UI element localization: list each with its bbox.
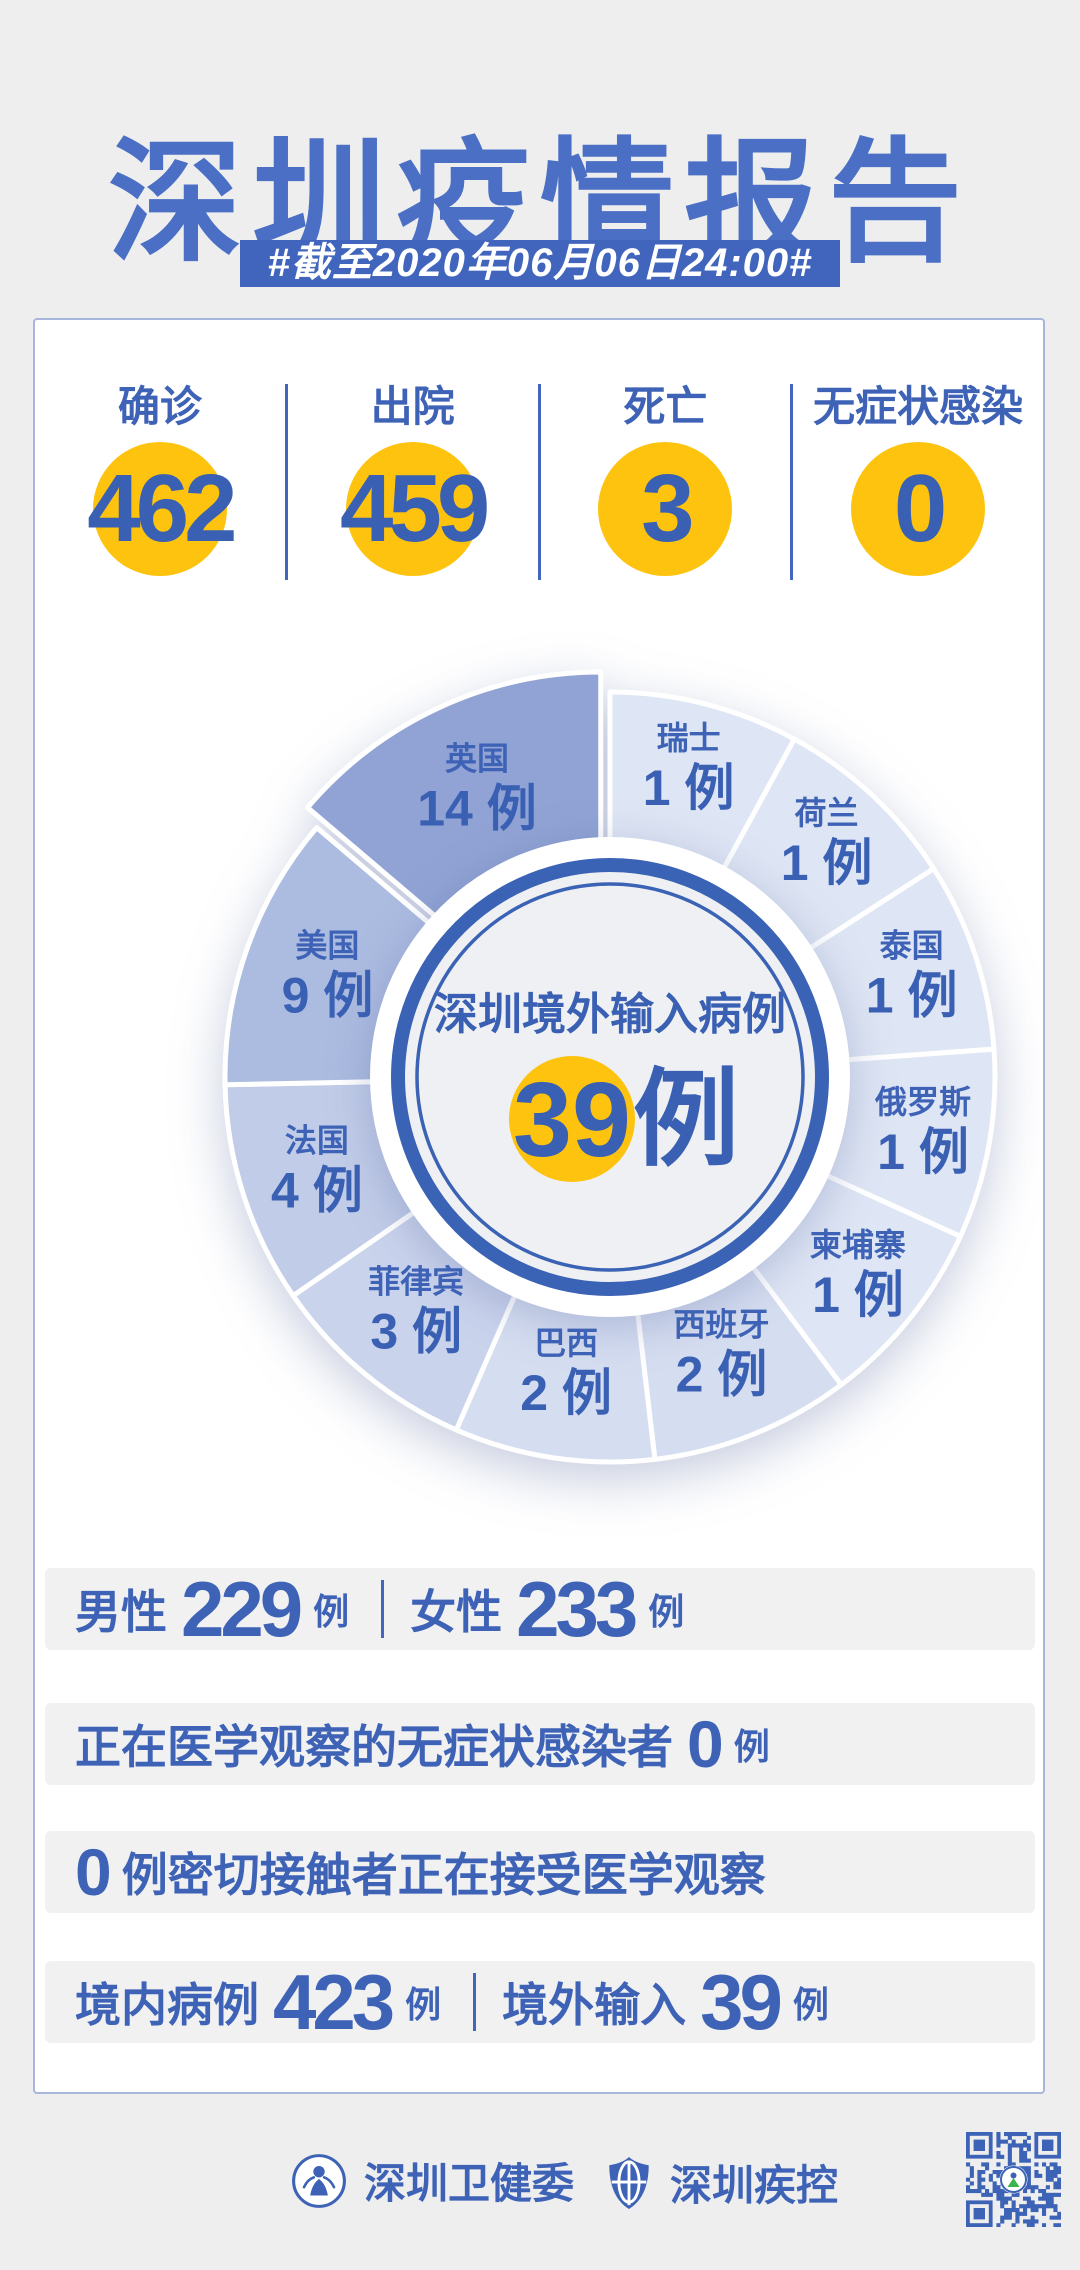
slice-label-name: 俄罗斯 [874,1084,971,1120]
stat-confirmed: 确诊 462 [35,383,288,580]
stat-label: 出院 [370,383,455,430]
health-commission-logo-icon [292,2153,346,2208]
stat-label: 死亡 [623,383,708,430]
qr-code [966,2132,1062,2228]
main-card: 确诊 462 出院 459 死亡 3 无症状感染 0 深圳境外输入病例 39 例瑞士… [33,318,1045,2094]
stat-discharged: 出院 459 [288,383,541,580]
imported-unit: 例 [792,1984,829,2025]
slice-label-value: 1 例 [812,1267,904,1323]
imported-cases-pie-chart: 深圳境外输入病例 39 例瑞士 1 例荷兰 1 例泰国 1 例俄罗斯 1 例柬埔寨 1 例西班… [60,597,1040,1557]
female-label: 女性 [410,1586,503,1638]
domestic-count: 423 [273,1958,395,2046]
female-count: 233 [516,1565,638,1653]
slice-label-name: 西班牙 [673,1307,769,1343]
slice-label-value: 1 例 [866,967,958,1023]
imported-label: 境外输入 [502,1979,687,2031]
pie-centre: 深圳境外输入病例 39 例 [370,837,850,1317]
case-origin-row: 境内病例 423 例 境外输入 39 例 [45,1961,1035,2043]
slice-label-name: 柬埔寨 [810,1227,906,1263]
stat-label: 无症状感染 [813,383,1024,430]
stat-value-badge: 462 [87,442,237,577]
slice-label-name: 菲律宾 [368,1263,464,1299]
stat-label: 确诊 [117,383,202,430]
footer-health-commission: 深圳卫健委 [290,2150,574,2211]
slice-label-value: 14 例 [417,780,537,836]
slice-label-value: 3 例 [370,1303,462,1359]
stat-value: 459 [340,455,490,563]
pie-centre-title: 深圳境外输入病例 [434,990,786,1039]
observation-unit: 例 [733,1726,770,1767]
slice-label-value: 2 例 [676,1347,768,1403]
imported-count: 39 [700,1958,783,2046]
cdc-label: 深圳疾控 [670,2162,839,2209]
slice-label-name: 泰国 [880,927,944,963]
stat-value: 462 [87,455,237,563]
observation-label: 正在医学观察的无症状感染者 [75,1721,673,1773]
slice-label-name: 荷兰 [795,795,859,831]
contacts-label: 例密切接触者正在接受医学观察 [121,1849,766,1901]
domestic-label: 境内病例 [75,1979,259,2031]
slice-label-name: 巴西 [534,1325,598,1361]
slice-label-value: 1 例 [877,1124,969,1180]
footer-cdc: 深圳疾控 [604,2152,838,2213]
vertical-divider [381,1580,385,1638]
stat-value-badge: 3 [598,442,733,577]
slice-label-value: 1 例 [781,835,873,891]
health-commission-label: 深圳卫健委 [364,2160,575,2207]
pie-centre-total: 39 [513,1061,631,1179]
medical-observation-row: 正在医学观察的无症状感染者 0 例 [45,1703,1035,1785]
pie-centre-unit: 例 [633,1061,739,1179]
female-unit: 例 [648,1591,685,1632]
domestic-unit: 例 [405,1984,442,2025]
observation-count: 0 [687,1707,724,1781]
pie-chart-svg: 深圳境外输入病例39 例瑞士1 例荷兰1 例泰国1 例俄罗斯1 例柬埔寨1 例西班… [222,669,998,1465]
male-label: 男性 [75,1586,167,1638]
stat-value: 3 [641,455,694,563]
slice-label-name: 英国 [445,740,509,776]
stat-asymptomatic: 无症状感染 0 [793,383,1043,580]
stats-row: 确诊 462 出院 459 死亡 3 无症状感染 0 [35,383,1043,580]
slice-label-value: 1 例 [643,760,735,816]
stat-value: 0 [893,455,947,563]
close-contacts-row: 0 例密切接触者正在接受医学观察 [45,1831,1035,1913]
pie-slice-labels: 瑞士1 例荷兰1 例泰国1 例俄罗斯1 例柬埔寨1 例西班牙2 例巴西2 例菲律… [271,720,971,1421]
slice-label-value: 9 例 [282,967,374,1023]
contacts-count: 0 [75,1835,112,1909]
cdc-logo-icon [609,2156,649,2209]
slice-label-name: 美国 [295,927,359,963]
centre-total-badge [509,1056,635,1182]
vertical-divider [473,1973,477,2031]
date-badge: #截至2020年06月06日24:00# [239,240,841,287]
stat-deaths: 死亡 3 [541,383,794,580]
male-count: 229 [181,1565,303,1653]
slice-label-name: 瑞士 [657,720,721,756]
slice-label-name: 法国 [285,1123,349,1159]
stat-value-badge: 459 [340,442,490,577]
slice-label-value: 4 例 [271,1163,363,1219]
male-unit: 例 [313,1591,350,1632]
qr-code-svg [966,2132,1062,2228]
gender-row: 男性 229 例 女性 233 例 [45,1568,1035,1650]
date-badge-wrap: #截至2020年06月06日24:00# [0,240,1080,287]
slice-label-value: 2 例 [520,1365,612,1421]
stat-value-badge: 0 [851,442,986,577]
